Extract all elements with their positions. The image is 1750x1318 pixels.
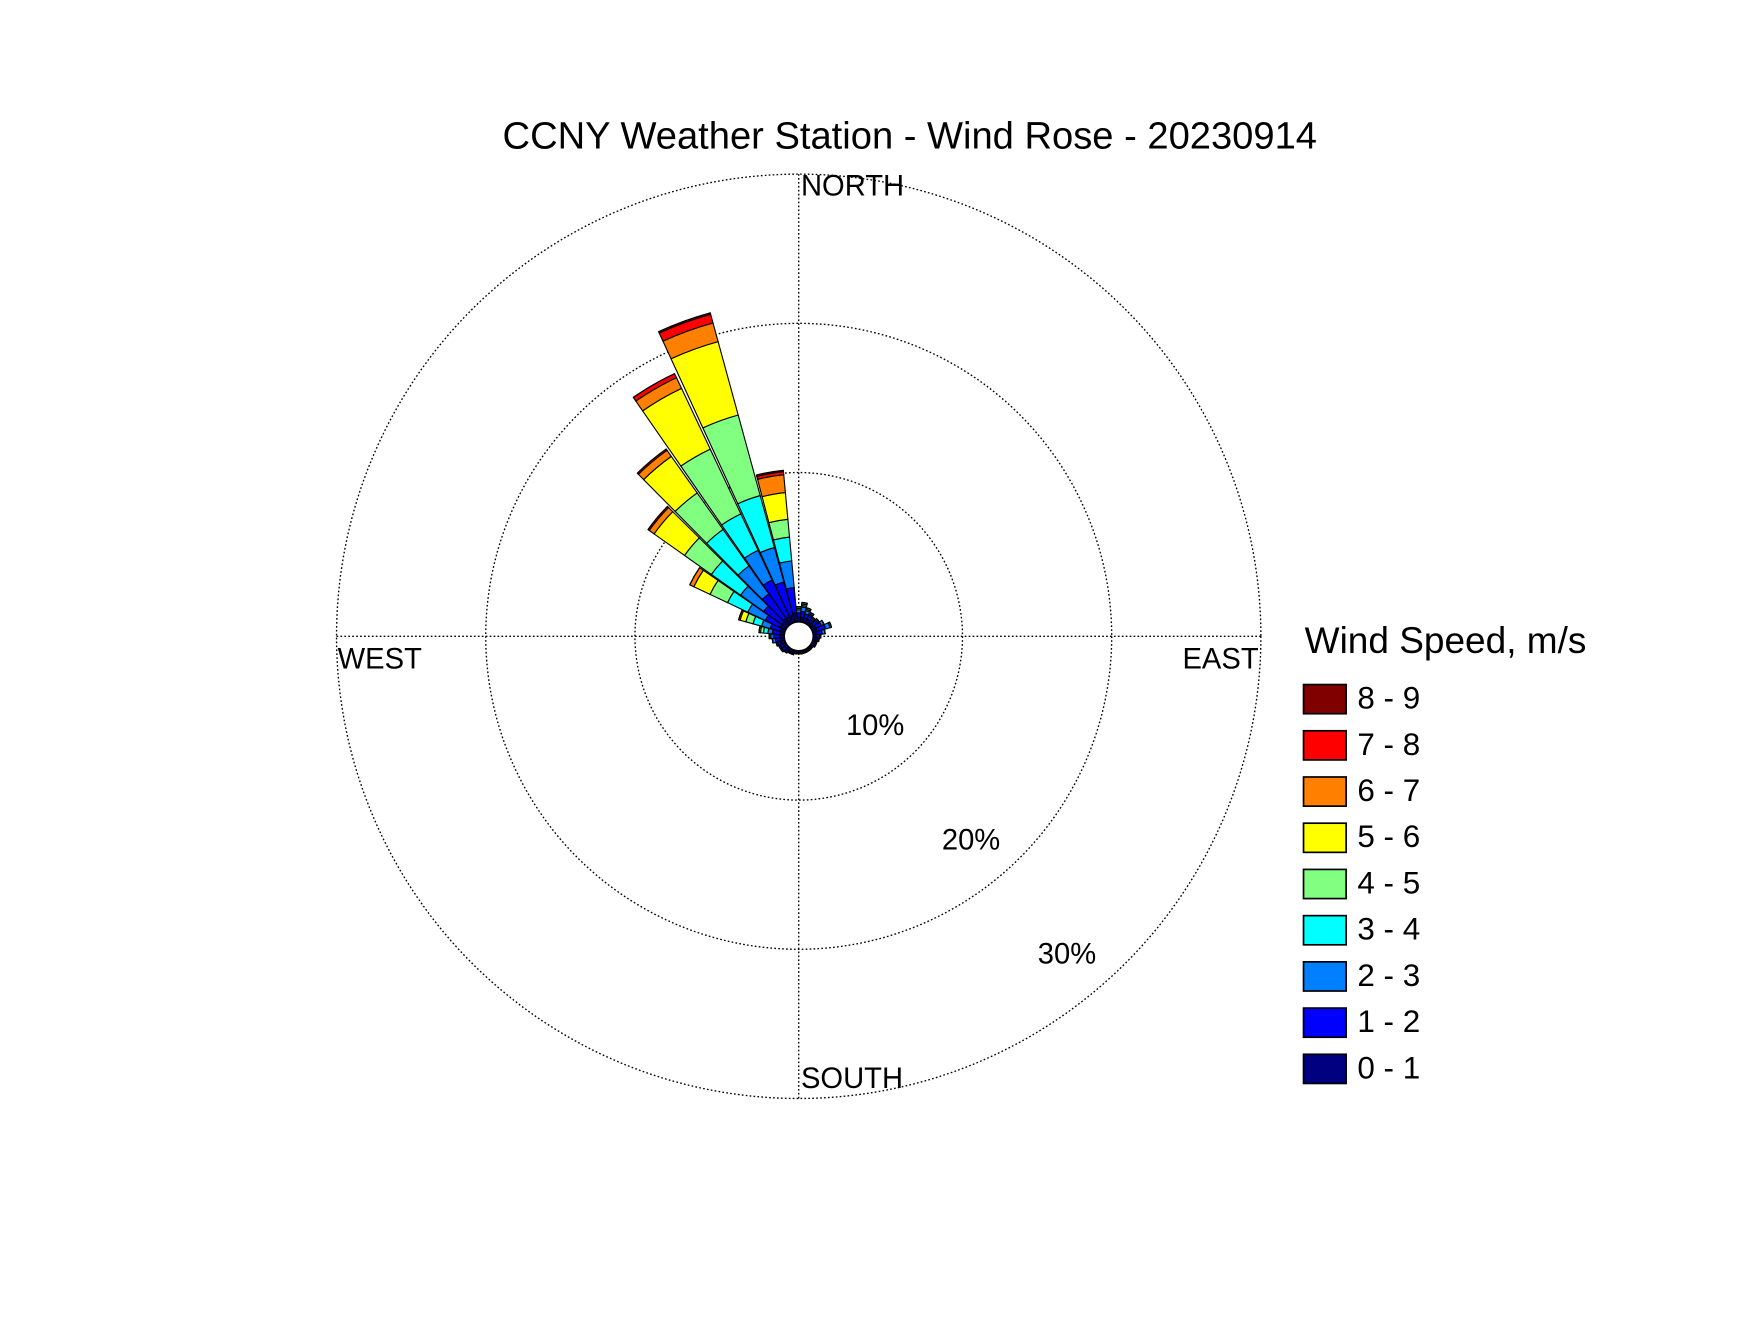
legend-label: 8 - 9 [1357,681,1420,716]
wind-segment [819,638,820,641]
direction-label: SOUTH [801,1063,903,1095]
legend-label: 6 - 7 [1357,773,1420,808]
legend-label: 1 - 2 [1357,1004,1420,1039]
legend-swatch [1304,685,1347,714]
legend-label: 5 - 6 [1357,819,1420,854]
legend-label: 4 - 5 [1357,865,1420,900]
r-tick-label: 20% [942,824,1000,856]
legend-swatch [1304,962,1347,991]
legend-swatch [1304,731,1347,760]
legend-label: 2 - 3 [1357,958,1420,993]
legend-label: 0 - 1 [1357,1050,1420,1085]
direction-label: NORTH [801,170,904,202]
legend-label: 3 - 4 [1357,912,1420,947]
legend-swatch [1304,777,1347,806]
legend-swatch [1304,869,1347,898]
legend-swatch [1304,1008,1347,1037]
center-hole [784,622,813,651]
legend-label: 7 - 8 [1357,727,1420,762]
r-tick-label: 30% [1038,939,1096,971]
direction-label: WEST [338,644,422,676]
legend-title: Wind Speed, m/s [1305,619,1587,661]
r-tick-label: 10% [846,710,904,742]
legend-swatch [1304,1054,1347,1083]
direction-label: EAST [1182,644,1258,676]
chart-title: CCNY Weather Station - Wind Rose - 20230… [503,114,1317,157]
legend-swatch [1304,823,1347,852]
legend-swatch [1304,916,1347,945]
